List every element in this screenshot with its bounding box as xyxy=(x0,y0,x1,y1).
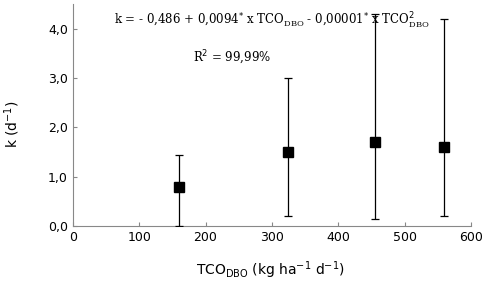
Text: k = - 0,486 + 0,0094$^{*}$ x TCO$_{\mathregular{DBO}}$ - 0,00001$^{*}$ x TCO$^{2: k = - 0,486 + 0,0094$^{*}$ x TCO$_{\math… xyxy=(114,11,430,31)
Text: k (d$^{\mathregular{-1}}$): k (d$^{\mathregular{-1}}$) xyxy=(2,100,22,148)
Text: TCO$_{\mathregular{DBO}}$ (kg ha$^{\mathregular{-1}}$ d$^{\mathregular{-1}}$): TCO$_{\mathregular{DBO}}$ (kg ha$^{\math… xyxy=(196,259,345,281)
Text: R$^{2}$ = 99,99%: R$^{2}$ = 99,99% xyxy=(193,49,271,67)
